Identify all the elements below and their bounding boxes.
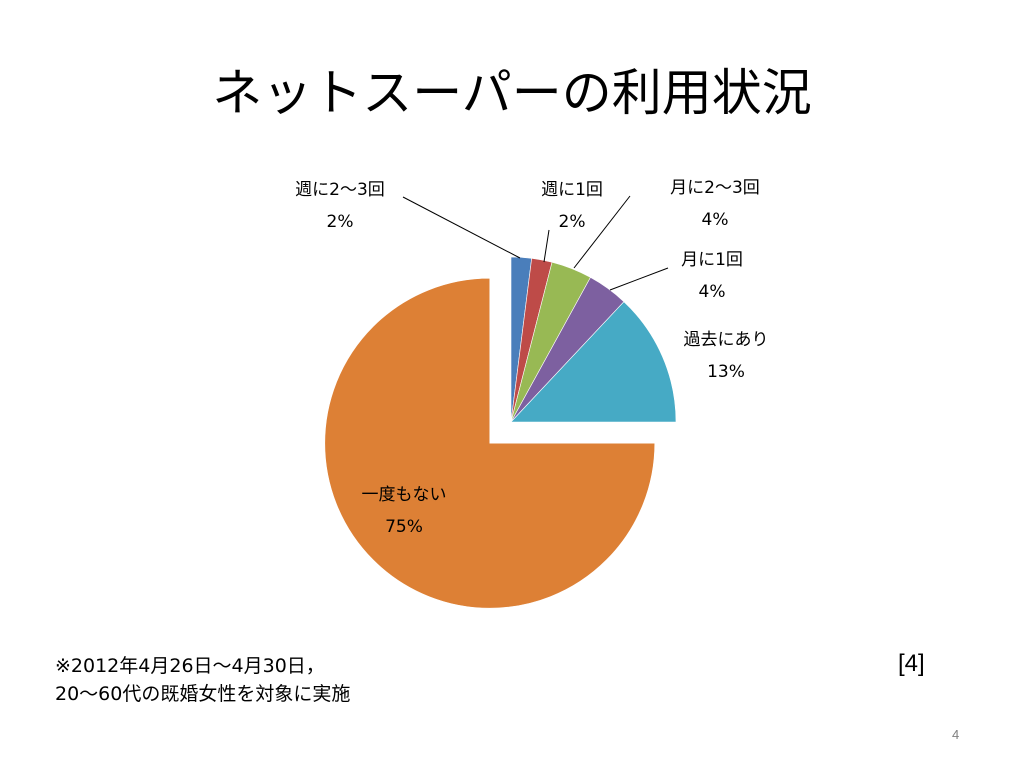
slice-3-percent: 4% <box>699 282 726 302</box>
slice-2-label: 月に2～3回 <box>670 178 760 198</box>
slice-1-percent: 2% <box>559 212 586 232</box>
slice-0-leader-line <box>402 196 521 259</box>
footnote-line-2: 20～60代の既婚女性を対象に実施 <box>55 683 351 705</box>
slide-title: ネットスーパーの利用状況 <box>212 64 812 122</box>
page-number: 4 <box>952 727 960 742</box>
pie-chart: 週に2～3回 2% 週に1回 2% 月に2～3回 4% 月に1回 4% 過去にあり 13% 一度もな… <box>295 178 769 609</box>
slice-3-label: 月に1回 <box>681 250 743 270</box>
slice-5-label: 一度もない <box>362 485 447 505</box>
leader-lines <box>402 195 669 291</box>
slice-5 <box>324 277 656 609</box>
footnote-line-1: ※2012年4月26日～4月30日， <box>55 655 325 677</box>
slice-labels: 週に2～3回 2% 週に1回 2% 月に2～3回 4% 月に1回 4% 過去にあり 13% 一度もな… <box>295 178 768 537</box>
slice-1-label: 週に1回 <box>541 180 603 200</box>
slice-4 <box>510 301 677 423</box>
slice-0-percent: 2% <box>327 212 354 232</box>
survey-footnote: ※2012年4月26日～4月30日， 20～60代の既婚女性を対象に実施 <box>55 652 350 708</box>
slice-4-percent: 13% <box>707 362 745 382</box>
slice-3-leader-line <box>609 267 669 291</box>
slice-2-percent: 4% <box>702 210 729 230</box>
source-reference: [4] <box>898 650 925 677</box>
slice-0-label: 週に2～3回 <box>295 180 385 200</box>
slice-4-label: 過去にあり <box>684 330 769 350</box>
slice-1-leader-line <box>543 229 550 263</box>
slice-5-percent: 75% <box>385 517 423 537</box>
pie-slices <box>324 256 677 609</box>
slice-2-leader-line <box>573 195 631 269</box>
